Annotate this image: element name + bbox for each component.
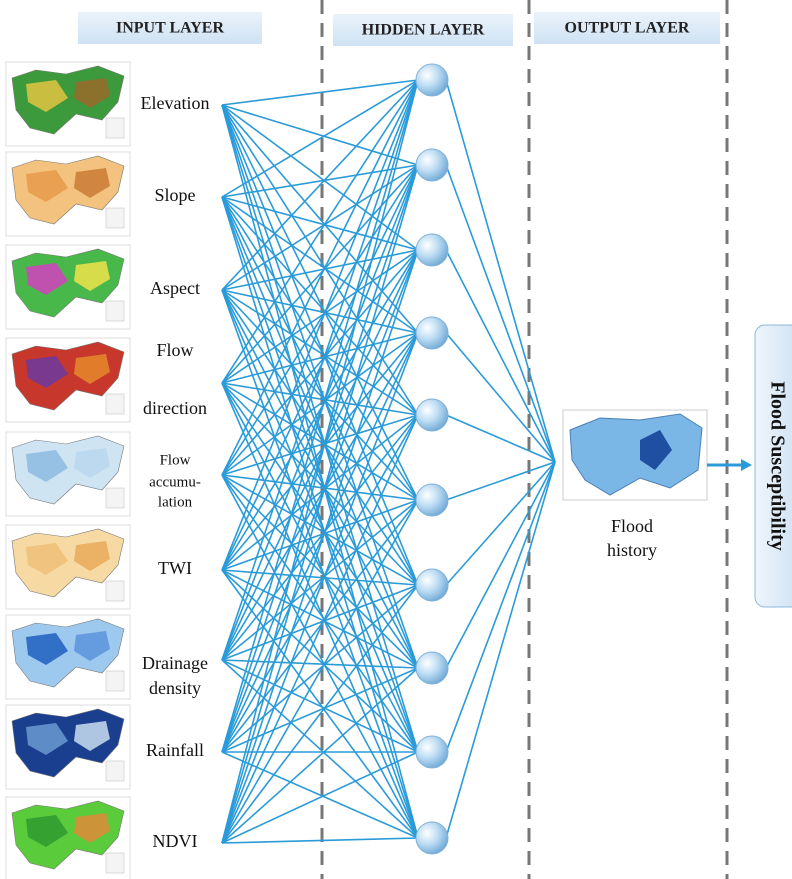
edge: [222, 500, 418, 843]
input-label: Rainfall: [146, 740, 204, 760]
thumbnail: [6, 338, 130, 422]
hidden-node: [416, 569, 448, 601]
input-labels: Elevation Slope Aspect Flow direction Flow acc…: [141, 93, 210, 851]
hidden-node: [416, 484, 448, 516]
thumbnails: [6, 62, 130, 879]
map-legend: [106, 488, 124, 508]
input-label: density: [149, 678, 201, 698]
layer-title: HIDDEN LAYER: [362, 22, 485, 39]
diagram: INPUT LAYER HIDDEN LAYER OUTPUT LAYER El…: [0, 0, 792, 879]
output-label: Flood: [611, 516, 653, 536]
thumbnail: [6, 245, 130, 329]
arrow-head: [741, 459, 752, 471]
edge: [222, 105, 418, 165]
hidden-node: [416, 736, 448, 768]
input-label: accumu-: [149, 474, 201, 490]
map-legend: [106, 301, 124, 321]
map-legend: [106, 581, 124, 601]
edge: [446, 462, 555, 838]
hidden-node: [416, 399, 448, 431]
map-legend: [106, 118, 124, 138]
thumbnail: [6, 705, 130, 789]
output-map: [563, 410, 707, 500]
map-legend: [106, 853, 124, 873]
hidden-node: [416, 234, 448, 266]
hidden-node: [416, 64, 448, 96]
thumbnail: [6, 152, 130, 236]
hidden-node: [416, 317, 448, 349]
edge: [446, 462, 555, 668]
edge: [446, 415, 555, 462]
input-label: Drainage: [142, 653, 208, 673]
edge: [446, 165, 555, 462]
map-legend: [106, 208, 124, 228]
input-label: lation: [158, 494, 193, 510]
edge: [222, 80, 418, 290]
input-label: Aspect: [150, 278, 200, 298]
edge: [222, 660, 418, 752]
edges: [222, 80, 555, 843]
thumbnail: [6, 615, 130, 699]
edge: [446, 462, 555, 752]
layer-title: OUTPUT LAYER: [565, 20, 690, 37]
input-label: Flow: [156, 340, 193, 360]
edge: [222, 660, 418, 838]
input-label: direction: [143, 398, 207, 418]
result-label: Flood Susceptibility: [766, 381, 788, 550]
thumbnail: [6, 432, 130, 516]
edge: [222, 838, 418, 843]
edge: [446, 80, 555, 462]
hidden-node: [416, 822, 448, 854]
map-legend: [106, 761, 124, 781]
edge: [222, 80, 418, 105]
edge: [446, 250, 555, 462]
diagram-canvas: INPUT LAYER HIDDEN LAYER OUTPUT LAYER El…: [0, 0, 792, 879]
map-legend: [106, 671, 124, 691]
hidden-nodes: [416, 64, 448, 854]
thumbnail: [6, 62, 130, 146]
layer-title: INPUT LAYER: [116, 20, 224, 37]
hidden-node: [416, 652, 448, 684]
output-label: history: [607, 540, 657, 560]
input-label: Elevation: [141, 93, 210, 113]
hidden-node: [416, 149, 448, 181]
thumbnail: [6, 797, 130, 879]
input-label: Flow: [160, 452, 191, 468]
edge: [446, 333, 555, 462]
thumbnail: [6, 525, 130, 609]
map-legend: [106, 394, 124, 414]
edge: [222, 500, 418, 660]
input-label: Slope: [154, 185, 195, 205]
input-label: TWI: [158, 558, 192, 578]
edge: [222, 165, 418, 383]
input-label: NDVI: [153, 831, 198, 851]
